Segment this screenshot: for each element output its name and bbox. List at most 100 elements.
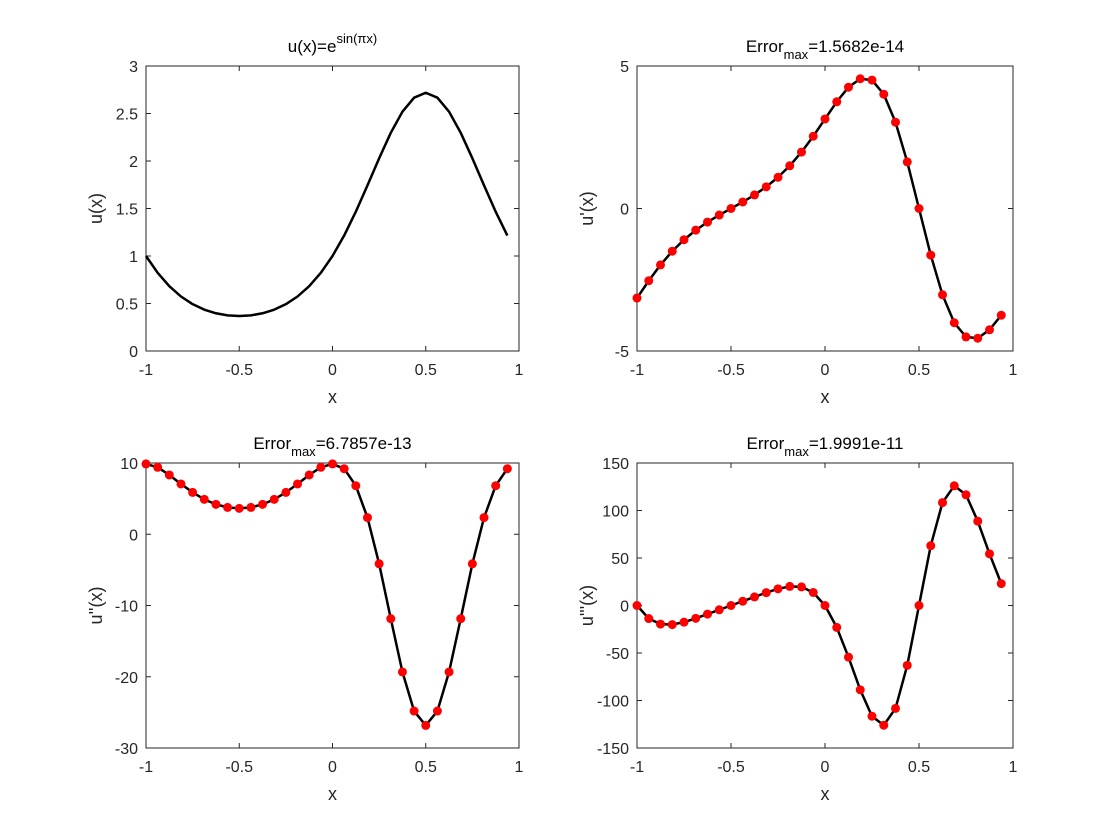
y-tick-label: -50 bbox=[606, 646, 629, 663]
data-point bbox=[281, 487, 291, 497]
data-point bbox=[703, 609, 712, 619]
y-tick-label: 0 bbox=[129, 344, 138, 361]
x-tick-label: -0.5 bbox=[717, 362, 745, 379]
x-tick-label: -0.5 bbox=[225, 759, 253, 776]
data-point bbox=[502, 464, 512, 474]
y-tick-label: 5 bbox=[620, 59, 629, 76]
y-tick-label: 0 bbox=[620, 599, 629, 616]
data-point bbox=[691, 613, 701, 623]
data-point bbox=[199, 494, 209, 504]
x-tick-label: 0 bbox=[328, 362, 337, 379]
x-tick-label: 0.5 bbox=[908, 362, 930, 379]
chart-title: Errormax=6.7857e-13 bbox=[253, 434, 411, 459]
data-point bbox=[855, 74, 865, 84]
data-point bbox=[351, 481, 361, 491]
y-tick-label: 0.5 bbox=[116, 297, 138, 314]
y-tick-label: -20 bbox=[115, 670, 138, 687]
axes: -1 -0.5 0 0.5 1 -30 -20 -10 0 10 x u''(x) Errormax=6… bbox=[86, 434, 524, 804]
data-point bbox=[153, 462, 163, 472]
data-point bbox=[362, 513, 372, 523]
data-point bbox=[855, 685, 865, 695]
data-point bbox=[844, 82, 853, 92]
y-tick-label: -10 bbox=[115, 599, 138, 616]
title-subscript: max bbox=[784, 47, 809, 62]
data-point bbox=[304, 470, 314, 480]
axes: -1 -0.5 0 0.5 1 -5 0 5 x u'(x) Errormax=1.5682e-14 bbox=[577, 37, 1018, 407]
data-point bbox=[820, 114, 830, 124]
x-axis-label: x bbox=[328, 784, 337, 804]
x-tick-label: -1 bbox=[139, 362, 153, 379]
y-tick-label: 50 bbox=[611, 551, 629, 568]
data-point bbox=[785, 161, 795, 171]
data-point bbox=[797, 147, 806, 157]
title-superscript: sin(πx) bbox=[336, 31, 377, 46]
data-point bbox=[738, 596, 748, 606]
data-point bbox=[926, 541, 936, 551]
data-point bbox=[832, 622, 842, 632]
data-point bbox=[714, 210, 724, 220]
data-point bbox=[293, 479, 303, 489]
title-text: =6.7857e-13 bbox=[316, 434, 412, 453]
data-point bbox=[456, 614, 466, 624]
title-subscript: max bbox=[291, 444, 316, 459]
data-point bbox=[738, 197, 748, 207]
data-point bbox=[891, 703, 900, 713]
x-tick-label: -1 bbox=[139, 759, 153, 776]
y-tick-label: -30 bbox=[115, 741, 138, 758]
y-tick-label: 0 bbox=[620, 202, 629, 219]
data-point bbox=[714, 605, 724, 615]
data-point bbox=[961, 332, 971, 342]
x-axis-label: x bbox=[328, 387, 337, 407]
chart-title: Errormax=1.5682e-14 bbox=[746, 37, 904, 62]
data-point bbox=[750, 592, 759, 602]
data-point bbox=[914, 601, 924, 610]
x-tick-label: 1 bbox=[1009, 362, 1018, 379]
data-point bbox=[656, 619, 665, 629]
x-tick-label: -0.5 bbox=[717, 759, 745, 776]
data-point bbox=[409, 706, 419, 716]
data-point bbox=[820, 601, 830, 610]
data-point bbox=[491, 481, 501, 491]
x-tick-label: 0 bbox=[821, 362, 830, 379]
y-axis-label: u(x) bbox=[86, 193, 106, 224]
plot-area bbox=[637, 66, 1013, 351]
data-point bbox=[667, 620, 677, 630]
axes: -1 -0.5 0 0.5 1 -150 -100 -50 0 50 100 150 x u'''(x) E… bbox=[577, 434, 1018, 804]
y-tick-label: 10 bbox=[120, 456, 138, 473]
data-point bbox=[808, 587, 818, 597]
data-point bbox=[467, 559, 477, 569]
data-point bbox=[444, 667, 454, 677]
data-point bbox=[223, 502, 233, 512]
data-point bbox=[644, 276, 654, 286]
x-tick-label: -1 bbox=[630, 759, 644, 776]
data-point bbox=[188, 487, 198, 497]
data-point bbox=[667, 246, 677, 256]
data-point bbox=[691, 225, 701, 235]
data-point bbox=[246, 502, 256, 512]
title-text: Error bbox=[253, 434, 291, 453]
x-tick-label: 0 bbox=[821, 759, 830, 776]
data-point bbox=[269, 494, 279, 504]
data-point bbox=[176, 479, 186, 489]
axes-box bbox=[145, 65, 520, 352]
data-point bbox=[316, 462, 326, 472]
data-point bbox=[164, 470, 174, 480]
data-point bbox=[328, 459, 337, 469]
data-point bbox=[761, 182, 771, 192]
x-tick-label: 1 bbox=[1009, 759, 1018, 776]
data-point bbox=[902, 660, 912, 670]
y-tick-label: 2 bbox=[129, 154, 138, 171]
y-tick-label: 0 bbox=[129, 527, 138, 544]
data-point bbox=[397, 667, 407, 677]
title-text: u(x)=e bbox=[288, 37, 337, 56]
data-point bbox=[961, 490, 971, 500]
y-tick-label: -150 bbox=[597, 741, 629, 758]
y-axis-label: u''(x) bbox=[86, 587, 106, 625]
y-tick-label: 3 bbox=[129, 59, 138, 76]
data-point bbox=[949, 318, 959, 328]
x-tick-label: 1 bbox=[515, 362, 524, 379]
data-point bbox=[996, 579, 1006, 589]
data-point bbox=[867, 711, 877, 721]
title-text: =1.9991e-11 bbox=[809, 434, 904, 453]
y-tick-label: 150 bbox=[602, 456, 629, 473]
